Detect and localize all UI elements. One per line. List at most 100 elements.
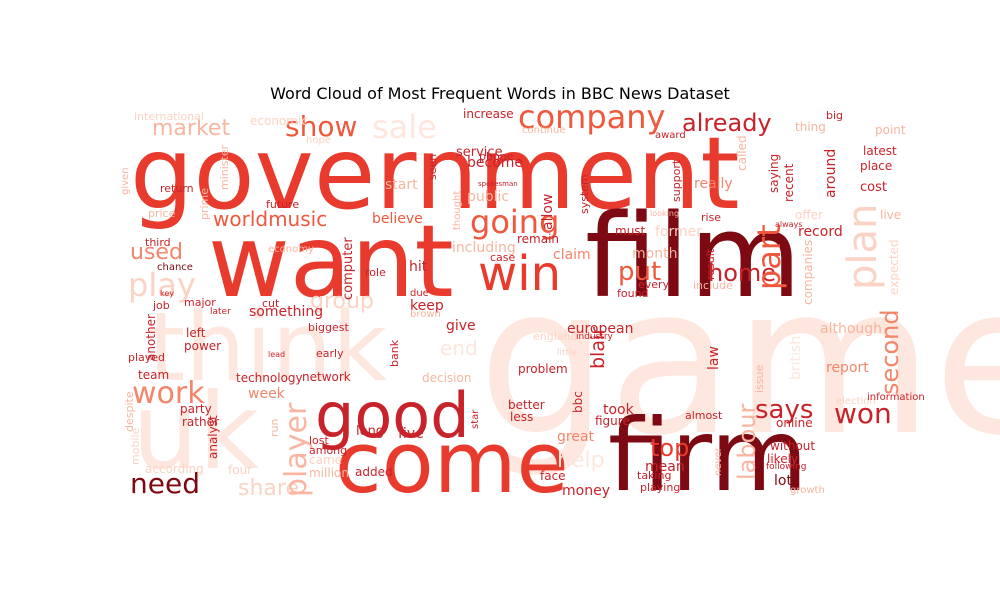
word-month: month: [632, 246, 677, 262]
word-information: information: [867, 392, 925, 403]
word-less: less: [510, 410, 533, 424]
word-second: second: [876, 309, 904, 395]
word-four: four: [228, 463, 252, 477]
word-film: film: [585, 190, 801, 324]
word-club: club: [662, 421, 679, 430]
word-left: left: [186, 326, 206, 340]
word-england: england: [533, 330, 577, 343]
word-although: although: [820, 321, 882, 337]
word-remain: remain: [517, 232, 559, 246]
word-every: every: [638, 278, 670, 291]
word-early: early: [316, 347, 344, 360]
word-thought: thought: [452, 191, 463, 230]
word-taking: taking: [637, 469, 671, 482]
word-thing: thing: [795, 120, 826, 134]
word-result: result: [704, 248, 717, 280]
word-seen: seen: [426, 154, 439, 180]
word-cut: cut: [262, 297, 280, 310]
word-key: key: [160, 289, 174, 298]
word-lead: lead: [268, 350, 285, 359]
word-bank: bank: [388, 339, 401, 367]
word-share: share: [238, 476, 299, 501]
word-think: think: [148, 293, 387, 403]
word-analyst: analyst: [206, 415, 220, 459]
word-according: according: [145, 462, 204, 476]
word-allow: allow: [540, 194, 556, 230]
word-hit: hit: [409, 259, 428, 275]
word-team: team: [138, 368, 169, 382]
word-better: better: [508, 398, 545, 412]
word-uk: uk: [132, 371, 260, 493]
word-took: took: [603, 402, 635, 418]
word-want: want: [208, 203, 454, 320]
word-return: return: [160, 182, 194, 195]
word-big: big: [826, 109, 843, 122]
word-technology: technology: [236, 371, 303, 385]
word-start: start: [385, 177, 418, 193]
word-win: win: [478, 246, 561, 302]
word-really: really: [694, 176, 733, 192]
word-claim: claim: [553, 247, 591, 263]
word-five: five: [398, 426, 424, 442]
word-party: party: [180, 402, 212, 416]
word-top: top: [650, 434, 689, 462]
word-law: law: [706, 346, 722, 370]
word-rise: rise: [701, 211, 721, 224]
word-never: never: [713, 446, 724, 476]
word-including: including: [452, 240, 516, 256]
word-power: power: [184, 339, 221, 353]
word-chance: chance: [157, 262, 193, 273]
word-almost: almost: [685, 409, 723, 422]
word-run: run: [268, 419, 281, 437]
word-job: job: [152, 299, 170, 312]
word-price: price: [148, 207, 176, 220]
word-mean: mean: [645, 459, 685, 475]
word-home: home: [708, 259, 776, 287]
word-lot: lot: [774, 473, 792, 489]
word-later: later: [210, 307, 231, 317]
word-point: point: [875, 123, 906, 137]
word-good: good: [315, 379, 470, 452]
word-sale: sale: [372, 108, 437, 146]
word-million: million: [309, 466, 349, 480]
word-come: come: [335, 414, 569, 513]
word-cost: cost: [860, 180, 887, 195]
word-believe: believe: [372, 211, 423, 227]
word-among: among: [309, 444, 347, 457]
word-minister: minister: [218, 144, 231, 190]
word-player: player: [279, 402, 314, 497]
word-former: former: [655, 224, 702, 240]
word-long: long: [356, 424, 384, 439]
word-network: network: [302, 370, 351, 384]
word-due: due: [410, 288, 429, 299]
word-future: future: [266, 198, 299, 211]
chart-title: Word Cloud of Most Frequent Words in BBC…: [270, 84, 730, 103]
word-without: without: [770, 439, 815, 453]
word-going: going: [470, 203, 559, 241]
word-little: little: [557, 348, 578, 358]
word-live: live: [880, 208, 901, 222]
word-case: case: [490, 251, 516, 264]
word-game: game: [478, 243, 1000, 481]
word-increase: increase: [463, 107, 514, 121]
word-computer: computer: [341, 237, 356, 300]
word-already: already: [682, 109, 772, 137]
word-work: work: [132, 376, 205, 411]
word-group: group: [310, 289, 374, 314]
word-saying: saying: [767, 154, 781, 193]
word-won: won: [834, 397, 892, 430]
word-figure: figure: [595, 414, 630, 428]
word-report: report: [826, 360, 869, 376]
word-hope: hope: [306, 135, 331, 146]
word-market: market: [152, 116, 230, 141]
word-continue: continue: [522, 125, 565, 136]
word-put: put: [618, 257, 661, 287]
word-worldmusic: worldmusic: [213, 207, 327, 231]
word-give: give: [446, 318, 476, 334]
word-plan: plan: [840, 204, 886, 290]
word-show: show: [285, 110, 357, 143]
word-latest: latest: [863, 144, 897, 158]
word-expected: expected: [887, 239, 901, 295]
word-face: face: [540, 469, 566, 483]
